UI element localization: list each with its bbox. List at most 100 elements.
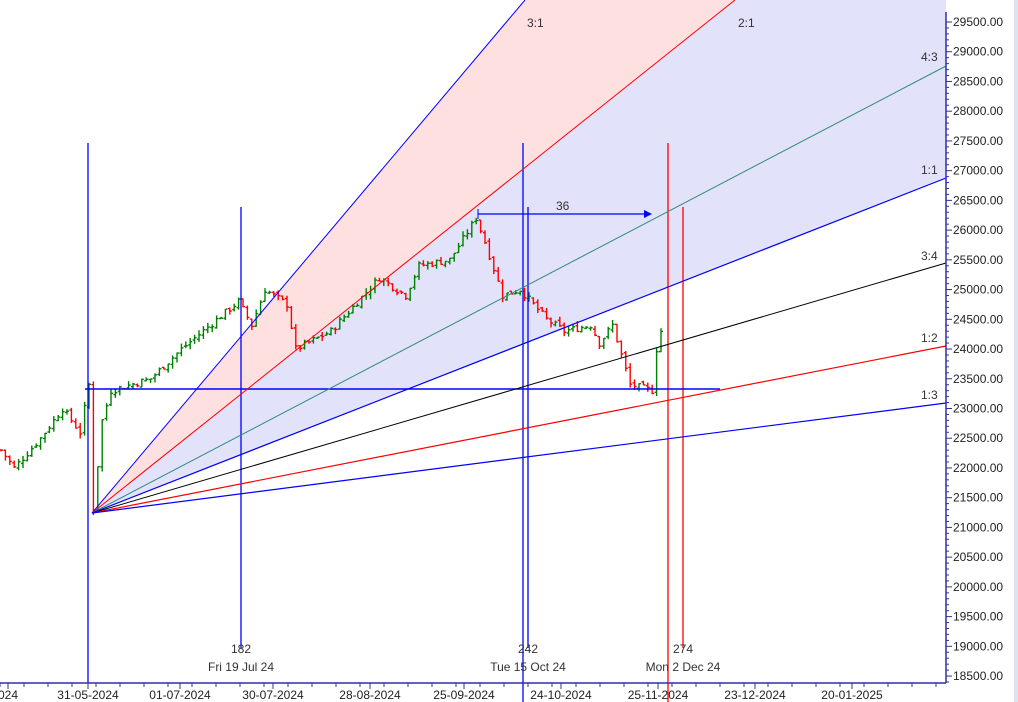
price-bar [351,303,355,314]
price-bar [584,326,589,330]
price-bar [408,287,413,302]
y-tick-label: 23500.00 [953,372,1003,386]
price-bar [637,382,641,392]
price-bar [535,299,540,314]
price-bar [29,445,34,457]
x-tick-label: 23-12-2024 [724,688,786,702]
price-bar [478,219,483,234]
price-bar [505,292,509,301]
fan-zone-lavender [92,0,946,513]
price-bar [0,449,3,452]
price-bar [474,217,479,225]
y-tick-label: 27000.00 [953,164,1003,178]
x-tick-label: 01-07-2024 [149,688,211,702]
marker-count-182: 182 [231,642,251,656]
price-bar [377,277,382,282]
y-tick-label: 23000.00 [953,401,1003,415]
price-bar [183,341,188,349]
price-bar [333,327,338,335]
price-bar [579,325,584,333]
price-bar [487,238,492,261]
x-tick-label: 31-05-2024 [57,688,119,702]
fan-line-1-3[interactable] [91,402,947,514]
price-bar [12,460,17,468]
marker-date-274: Mon 2 Dec 24 [646,660,721,674]
price-bar [153,373,157,383]
price-bar [395,288,399,296]
x-tick-label: 20-01-2025 [821,688,883,702]
price-bar [597,335,602,349]
marker-count-242: 242 [518,642,538,656]
price-bar [566,325,571,337]
price-bar [51,416,56,432]
arrow-label: 36 [556,199,570,213]
y-tick-label: 24000.00 [953,342,1003,356]
price-bar [197,330,201,342]
y-tick-label: 21000.00 [953,520,1003,534]
price-bar [100,419,105,472]
price-bar [443,260,448,268]
price-bar [232,303,237,312]
x-axis: 024 31-05-2024 01-07-2024 30-07-2024 28-08-2… [0,683,937,702]
x-tick-label: 25-11-2024 [628,688,689,702]
price-bar [329,327,333,336]
price-bar [491,256,496,275]
fan-line-2-1[interactable] [91,0,736,514]
price-bar [606,326,611,340]
price-bar [280,295,285,301]
price-bar [518,290,523,296]
x-tick-label: 25-09-2024 [433,688,495,702]
fan-line-1-2[interactable] [91,345,947,514]
price-bar [386,277,391,287]
price-bar [245,305,250,320]
y-tick-label: 25500.00 [953,253,1003,267]
price-bar [531,297,536,305]
price-bar [201,326,206,339]
price-bar [117,385,122,396]
price-bar [439,256,443,266]
y-tick-label: 20000.00 [953,580,1003,594]
price-bar [65,409,69,415]
marker-date-182: Fri 19 Jul 24 [208,660,274,674]
price-bar [113,389,118,398]
price-bar [47,425,52,434]
y-tick-label: 24500.00 [953,312,1003,326]
right-edge [1014,0,1018,702]
fan-line-1-1[interactable] [91,177,947,514]
price-bar [78,422,83,439]
price-bar [315,336,320,339]
y-tick-label: 19500.00 [953,610,1003,624]
price-bar [25,451,30,462]
price-bar [219,316,223,320]
price-bar [263,288,267,303]
price-bar [302,339,307,350]
price-bar [421,260,426,267]
price-bar [157,367,162,377]
price-bar [430,261,435,268]
price-bar [175,352,179,363]
price-bar [223,308,228,321]
fan-line-3-4[interactable] [91,262,947,514]
price-bar [293,324,298,350]
price-bar [452,252,457,262]
price-bar [588,326,593,331]
price-bar [623,350,628,372]
price-bar [641,380,646,386]
price-bar [38,437,43,450]
price-bar [210,324,215,333]
price-bar [91,381,96,516]
y-tick-label: 22500.00 [953,431,1003,445]
y-tick-label: 26000.00 [953,223,1003,237]
fan-line-4-3[interactable] [91,65,947,514]
price-bar [645,382,650,392]
x-tick-label: 024 [0,688,18,702]
price-bar [267,290,272,295]
fan-line-3-1[interactable] [91,0,526,514]
y-tick-label: 19000.00 [953,639,1003,653]
price-bar [271,291,276,297]
price-bar [16,459,21,471]
price-bar [355,303,360,307]
price-bar [289,306,294,330]
price-bar [170,355,175,369]
